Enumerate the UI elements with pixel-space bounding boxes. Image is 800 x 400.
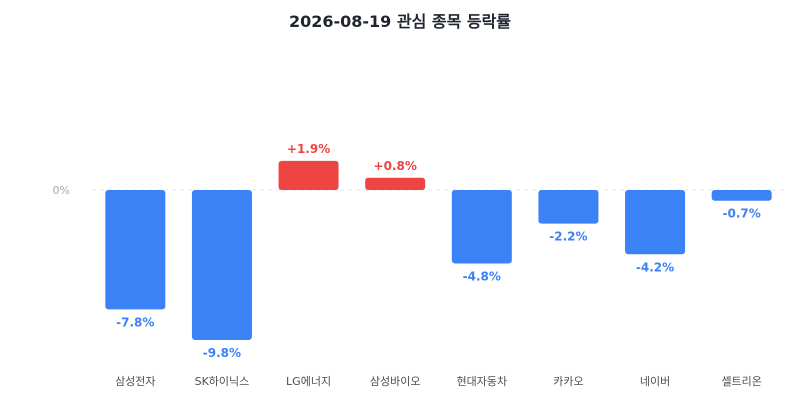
data-label: +1.9% bbox=[287, 142, 330, 156]
chart-title: 2026-08-19 관심 종목 등락률 bbox=[289, 12, 511, 31]
x-tick-label: 셀트리온 bbox=[721, 375, 761, 388]
x-tick-label: LG에너지 bbox=[286, 375, 331, 388]
bar bbox=[365, 177, 426, 190]
bar bbox=[451, 190, 512, 264]
data-label: +0.8% bbox=[374, 159, 417, 173]
bars-layer bbox=[105, 160, 772, 340]
data-label: -2.2% bbox=[549, 230, 587, 244]
bar bbox=[105, 190, 166, 310]
x-tick-label: 삼성전자 bbox=[115, 375, 155, 388]
bar bbox=[191, 190, 252, 340]
data-labels-layer: -7.8% -9.8% +1.9% +0.8% -4.8% -2.2% -4.2% -0.7% bbox=[116, 142, 761, 360]
x-tick-labels-layer: 삼성전자 SK하이닉스 LG에너지 삼성바이오 현대자동차 카카오 네이버 셀트리온 bbox=[115, 374, 762, 388]
x-tick-label: 삼성바이오 bbox=[370, 375, 421, 388]
bar bbox=[538, 190, 599, 224]
data-label: -9.8% bbox=[203, 346, 241, 360]
data-label: -7.8% bbox=[116, 315, 154, 329]
data-label: -0.7% bbox=[723, 207, 761, 221]
x-tick-label: SK하이닉스 bbox=[195, 374, 250, 388]
x-tick-label: 현대자동차 bbox=[457, 375, 508, 388]
x-tick-label: 카카오 bbox=[553, 375, 583, 388]
y-tick-label: 0% bbox=[53, 184, 70, 197]
data-label: -4.2% bbox=[636, 260, 674, 274]
data-label: -4.8% bbox=[463, 269, 501, 283]
bar bbox=[711, 190, 772, 201]
bar bbox=[278, 160, 339, 190]
bar bbox=[625, 190, 686, 255]
x-tick-label: 네이버 bbox=[640, 375, 670, 388]
